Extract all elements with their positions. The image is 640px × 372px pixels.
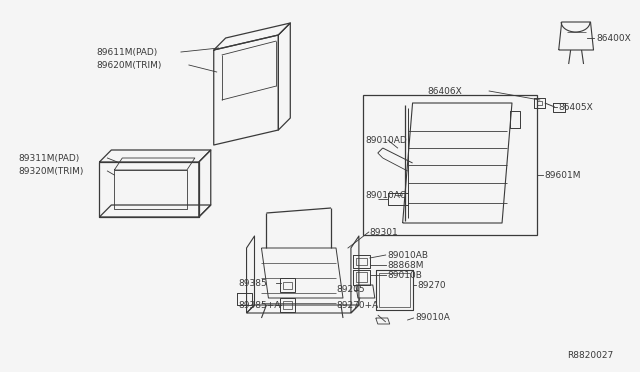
- Text: 89620M(TRIM): 89620M(TRIM): [97, 61, 162, 70]
- Text: 89320M(TRIM): 89320M(TRIM): [18, 167, 83, 176]
- Text: 89010AD: 89010AD: [366, 135, 408, 144]
- Text: 89010AC: 89010AC: [366, 190, 407, 199]
- Text: 89301: 89301: [370, 228, 399, 237]
- Text: 88868M: 88868M: [388, 260, 424, 269]
- Text: 89385+A: 89385+A: [239, 301, 281, 310]
- Bar: [363, 95, 537, 235]
- Text: 86406X: 86406X: [428, 87, 462, 96]
- Text: 89611M(PAD): 89611M(PAD): [97, 48, 157, 57]
- Text: 89270+A: 89270+A: [336, 301, 378, 310]
- Text: 86400X: 86400X: [596, 33, 631, 42]
- Text: R8820027: R8820027: [566, 350, 613, 359]
- Text: 89010AB: 89010AB: [388, 250, 429, 260]
- Text: 89010B: 89010B: [388, 270, 422, 279]
- Text: 89010A: 89010A: [415, 314, 451, 323]
- Text: 89385: 89385: [239, 279, 268, 288]
- Text: 86405X: 86405X: [559, 103, 593, 112]
- Text: 89311M(PAD): 89311M(PAD): [18, 154, 79, 163]
- Text: 89205: 89205: [336, 285, 365, 295]
- Text: 89270: 89270: [417, 280, 446, 289]
- Text: 89601M: 89601M: [545, 170, 581, 180]
